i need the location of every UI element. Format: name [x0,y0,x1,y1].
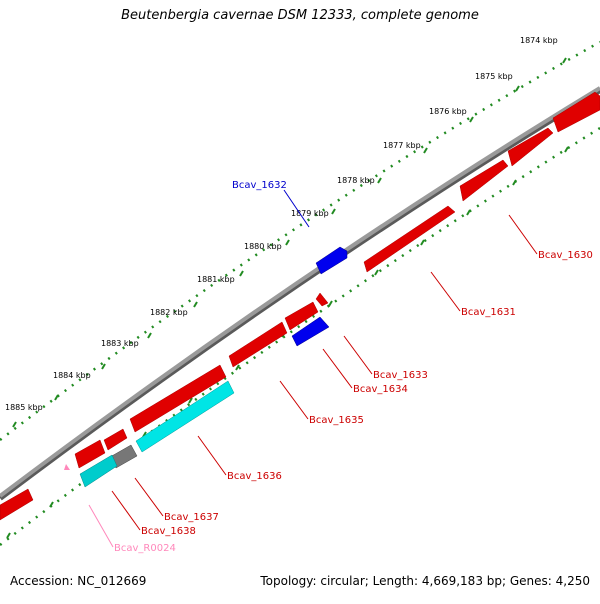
gene-bcav-1630-b [507,127,554,167]
kbp-label: 1878 kbp [337,176,375,185]
gene-label-bcav-1633: Bcav_1633 [373,370,428,381]
kbp-label: 1882 kbp [150,308,188,317]
gene-label-bcav-r0024: Bcav_R0024 [114,543,176,554]
gene-label-bcav-1630: Bcav_1630 [538,250,593,261]
gene-bcav-1636 [135,380,235,453]
gene-label-bcav-1634: Bcav_1634 [353,384,408,395]
gene-label-bcav-1636: Bcav_1636 [227,471,282,482]
kbp-label: 1884 kbp [53,371,91,380]
gene-label-bcav-1632: Bcav_1632 [232,180,287,191]
gene-bcav-1631 [363,205,456,273]
ruler-ticks [6,57,569,539]
gene-bcav-1637 [103,428,128,451]
kbp-label: 1883 kbp [101,339,139,348]
kbp-label: 1876 kbp [429,107,467,116]
gene-bcav-1636-red [129,364,227,433]
gene-bcav-1633 [315,292,329,307]
gene-bcav-1630-c [459,159,509,202]
gene-bcav-1638 [79,454,118,488]
forward-genes [0,91,600,521]
gene-bcav-1632 [315,246,348,275]
gene-bcav-1635 [228,321,288,368]
kbp-label: 1875 kbp [475,72,513,81]
accession-text: Accession: NC_012669 [10,574,147,588]
gene-bcav-1630-a [552,91,600,133]
genome-backbone [0,86,600,498]
kbp-label: 1881 kbp [197,275,235,284]
map-title: Beutenbergia cavernae DSM 12333, complet… [121,8,479,23]
gene-bcav-1633-b [284,301,319,331]
kbp-label: 1880 kbp [244,242,282,251]
leader-lines [88,189,538,548]
kbp-label: 1885 kbp [5,403,43,412]
gene-label-bcav-1631: Bcav_1631 [461,307,516,318]
kbp-label: 1877 kbp [383,141,421,150]
gene-label-bcav-1635: Bcav_1635 [309,415,364,426]
other-genes [64,246,348,488]
genome-summary-text: Topology: circular; Length: 4,669,183 bp… [260,574,590,588]
ruler-labels: 1874 kbp 1875 kbp 1876 kbp 1877 kbp 1878… [5,36,558,412]
kbp-label: 1879 kbp [291,209,329,218]
gene-bcav-r0024 [64,464,70,470]
gene-bcav-1634 [291,316,330,347]
gene-label-bcav-1638: Bcav_1638 [141,526,196,537]
gene-bcav-1638-red [74,439,106,469]
gene-left-edge [0,488,34,521]
outer-ruler-track [0,40,600,441]
gene-label-bcav-1637: Bcav_1637 [164,512,219,523]
kbp-label: 1874 kbp [520,36,558,45]
gene-labels: Bcav_1632 Bcav_1630 Bcav_1631 Bcav_1633 … [114,180,593,554]
